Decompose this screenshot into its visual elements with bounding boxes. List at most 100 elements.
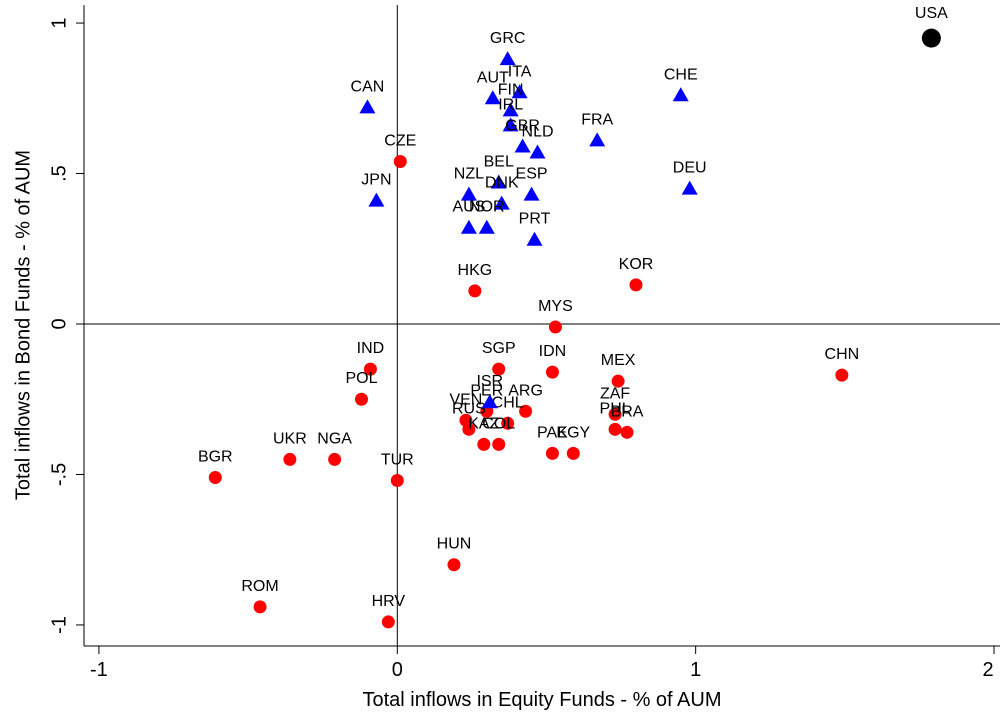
point-label: ZAF: [600, 385, 630, 402]
circle-marker: [253, 600, 267, 614]
circle-marker: [447, 558, 461, 572]
circle-marker: [492, 362, 506, 376]
triangle-marker: [460, 186, 477, 201]
point-label: UKR: [273, 430, 307, 447]
point-label: ISR: [476, 373, 503, 390]
point-label: NOR: [469, 199, 505, 216]
circle-marker: [545, 365, 559, 379]
point-label: MYS: [538, 298, 573, 315]
x-tick-label: -1: [90, 659, 108, 681]
point-label: FIN: [498, 81, 524, 98]
point-label: CHN: [825, 346, 860, 363]
point-label: GRC: [490, 30, 526, 47]
triangle-marker: [490, 174, 507, 189]
triangle-marker: [529, 144, 546, 159]
circle-marker: [381, 615, 395, 629]
point-label: CAN: [351, 78, 385, 95]
point-label: GBR: [505, 117, 540, 134]
circle-marker: [390, 473, 404, 487]
point-label: HUN: [437, 536, 472, 553]
point-label: ESP: [516, 166, 548, 183]
point-label: COL: [482, 415, 515, 432]
circle-marker: [519, 404, 533, 418]
triangle-marker: [502, 102, 519, 117]
triangle-marker: [493, 195, 510, 210]
triangle-marker: [368, 192, 385, 207]
point-label: KOR: [619, 256, 654, 273]
y-tick-label: 1: [48, 17, 70, 28]
point-label: NZL: [454, 166, 484, 183]
circle-marker: [393, 154, 407, 168]
y-tick-label: -.5: [48, 463, 70, 486]
point-label: AUS: [452, 199, 485, 216]
triangle-marker: [499, 51, 516, 66]
point-label: SGP: [482, 340, 516, 357]
point-label: RUS: [452, 400, 486, 417]
point-label: EGY: [556, 424, 590, 441]
circle-marker: [283, 452, 297, 466]
x-tick-label: 2: [982, 659, 993, 681]
triangle-marker: [589, 132, 606, 147]
circle-marker: [501, 416, 515, 430]
y-tick-label: .5: [48, 165, 70, 182]
point-label: BRA: [611, 403, 644, 420]
circle-marker: [921, 28, 941, 48]
circle-marker: [354, 392, 368, 406]
circle-marker: [608, 422, 622, 436]
point-label: USA: [915, 5, 948, 22]
point-label: MEX: [601, 352, 636, 369]
x-tick-label: 1: [690, 659, 701, 681]
triangle-marker: [359, 99, 376, 114]
triangle-marker: [460, 219, 477, 234]
triangle-marker: [526, 231, 543, 246]
triangle-marker: [484, 90, 501, 105]
point-label: ITA: [508, 63, 532, 80]
point-label: HKG: [458, 262, 493, 279]
point-label: ARG: [508, 382, 543, 399]
circle-marker: [608, 407, 622, 421]
circle-marker: [208, 470, 222, 484]
point-label: CZE: [384, 132, 416, 149]
y-tick-label: 0: [48, 318, 70, 329]
point-label: FRA: [581, 111, 613, 128]
circle-marker: [620, 425, 634, 439]
circle-marker: [835, 368, 849, 382]
point-label: IND: [357, 340, 385, 357]
point-label: IRL: [498, 96, 523, 113]
point-label: HRV: [372, 593, 406, 610]
triangle-marker: [672, 87, 689, 102]
point-label: KAZ: [468, 415, 499, 432]
point-label: PHL: [600, 400, 631, 417]
point-label: CHE: [664, 66, 698, 83]
point-label: DEU: [673, 160, 707, 177]
triangle-marker: [481, 394, 498, 409]
x-axis-title: Total inflows in Equity Funds - % of AUM: [362, 689, 721, 711]
point-label: DNK: [485, 175, 519, 192]
y-axis-title: Total inflows in Bond Funds - % of AUM: [12, 150, 34, 500]
x-tick-label: 0: [392, 659, 403, 681]
point-label: JPN: [361, 172, 391, 189]
circle-marker: [545, 446, 559, 460]
point-label: PER: [470, 382, 503, 399]
point-label: VEN: [449, 391, 482, 408]
point-label: NLD: [522, 123, 554, 140]
circle-marker: [629, 278, 643, 292]
triangle-marker: [514, 138, 531, 153]
triangle-marker: [478, 219, 495, 234]
point-label: PRT: [519, 211, 551, 228]
triangle-marker: [502, 117, 519, 132]
circle-marker: [492, 437, 506, 451]
triangle-marker: [681, 180, 698, 195]
point-label: AUT: [477, 69, 509, 86]
point-label: ROM: [241, 578, 278, 595]
point-label: BEL: [484, 154, 514, 171]
point-label: BGR: [198, 448, 233, 465]
triangle-marker: [523, 186, 540, 201]
circle-marker: [548, 320, 562, 334]
circle-marker: [468, 284, 482, 298]
circle-marker: [328, 452, 342, 466]
point-label: CHL: [492, 394, 524, 411]
y-tick-label: -1: [48, 616, 70, 634]
